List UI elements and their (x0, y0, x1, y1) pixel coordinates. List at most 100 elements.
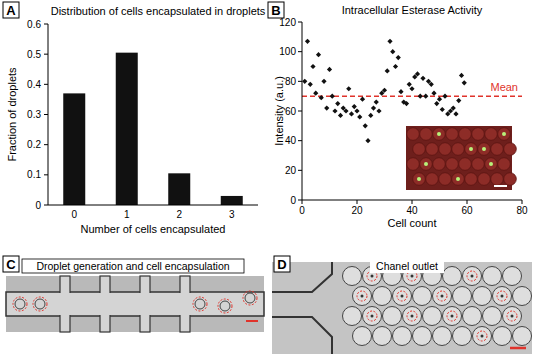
point (434, 101, 439, 106)
cell (361, 295, 364, 298)
panel-label: A (6, 3, 16, 18)
inset-droplet (504, 173, 517, 186)
inset-droplet (426, 173, 439, 186)
scale-bar (246, 320, 258, 322)
inset-droplet (433, 128, 446, 141)
cell (471, 275, 474, 278)
inset-droplet (452, 143, 465, 156)
droplet (473, 327, 492, 346)
point (409, 86, 414, 91)
inset-droplet (459, 128, 472, 141)
y-tick (44, 174, 48, 175)
point (360, 97, 365, 102)
inset-droplet (478, 143, 491, 156)
cell (371, 315, 374, 318)
mean-label: Mean (490, 81, 518, 93)
inset-droplet (491, 173, 504, 186)
x-axis-label: Number of cells encapsulated (81, 223, 226, 235)
x-tick-label: 80 (516, 205, 528, 216)
inset-droplet (407, 128, 420, 141)
channel (6, 292, 264, 316)
droplet (353, 287, 372, 306)
point (305, 39, 310, 44)
y-tick (44, 114, 48, 115)
x-tick-label: 60 (461, 205, 473, 216)
y-tick-label: 0.5 (27, 49, 41, 60)
point (376, 108, 381, 113)
inset-droplet (413, 143, 426, 156)
point (374, 100, 379, 105)
point (420, 76, 425, 81)
point (440, 107, 445, 112)
inset-image (406, 126, 512, 190)
point (456, 98, 461, 103)
point (302, 79, 307, 84)
y-tick-label: 0.3 (27, 109, 41, 120)
point (396, 55, 401, 60)
inset-droplet (446, 158, 459, 171)
inset-droplet (498, 158, 511, 171)
point (429, 82, 434, 87)
droplet (423, 307, 442, 326)
droplet (343, 307, 362, 326)
inset-droplet (426, 143, 439, 156)
droplet (433, 327, 452, 346)
y-axis-label: Fraction of droplets (6, 67, 18, 162)
cell-marker (243, 291, 257, 305)
bar (63, 93, 85, 205)
inset-droplet (491, 143, 504, 156)
point (418, 94, 423, 99)
image-title: Droplet generation and cell encapsulatio… (36, 260, 229, 272)
y-tick (298, 140, 302, 141)
point (363, 123, 368, 128)
panel-label-box (3, 2, 19, 18)
point (349, 111, 354, 116)
y-tick-label: 0 (290, 195, 296, 206)
cell-marker (13, 297, 27, 311)
point (393, 64, 398, 69)
point (382, 88, 387, 93)
y-axis-label: Intensity (a.u.) (273, 76, 285, 146)
point (330, 94, 335, 99)
droplet (363, 307, 382, 326)
droplet (503, 267, 522, 286)
panel-label-box (274, 256, 290, 272)
droplet (463, 267, 482, 286)
y-tick (44, 54, 48, 55)
droplet (373, 327, 392, 346)
droplet (343, 267, 362, 286)
droplet (35, 299, 45, 309)
cell (411, 275, 414, 278)
point (423, 94, 428, 99)
point (324, 105, 329, 110)
image-title: Chanel outlet (376, 260, 438, 272)
droplet (413, 327, 432, 346)
droplet (463, 307, 482, 326)
droplet (15, 299, 25, 309)
points (302, 39, 522, 144)
cell-marker (193, 297, 207, 311)
droplet (493, 287, 512, 306)
point (335, 101, 340, 106)
droplet (393, 327, 412, 346)
y-tick-label: 0.1 (27, 169, 41, 180)
chart-title: Distribution of cells encapsulated in dr… (51, 5, 266, 17)
bar (116, 53, 138, 205)
cell (441, 295, 444, 298)
point (308, 82, 313, 87)
inset-droplet (504, 143, 517, 156)
point (316, 52, 321, 57)
point (338, 113, 343, 118)
cell-marker (397, 291, 407, 301)
channel-fill (7, 293, 263, 315)
point (451, 105, 456, 110)
x-tick-label: 2 (176, 209, 182, 220)
x-tick (467, 200, 468, 204)
cell-marker (497, 291, 507, 301)
point (404, 101, 409, 106)
panel-label: D (277, 257, 286, 272)
cell (501, 295, 504, 298)
droplet (493, 327, 512, 346)
y-tick-label: 60 (285, 106, 297, 117)
y-tick-label: 40 (285, 135, 297, 146)
